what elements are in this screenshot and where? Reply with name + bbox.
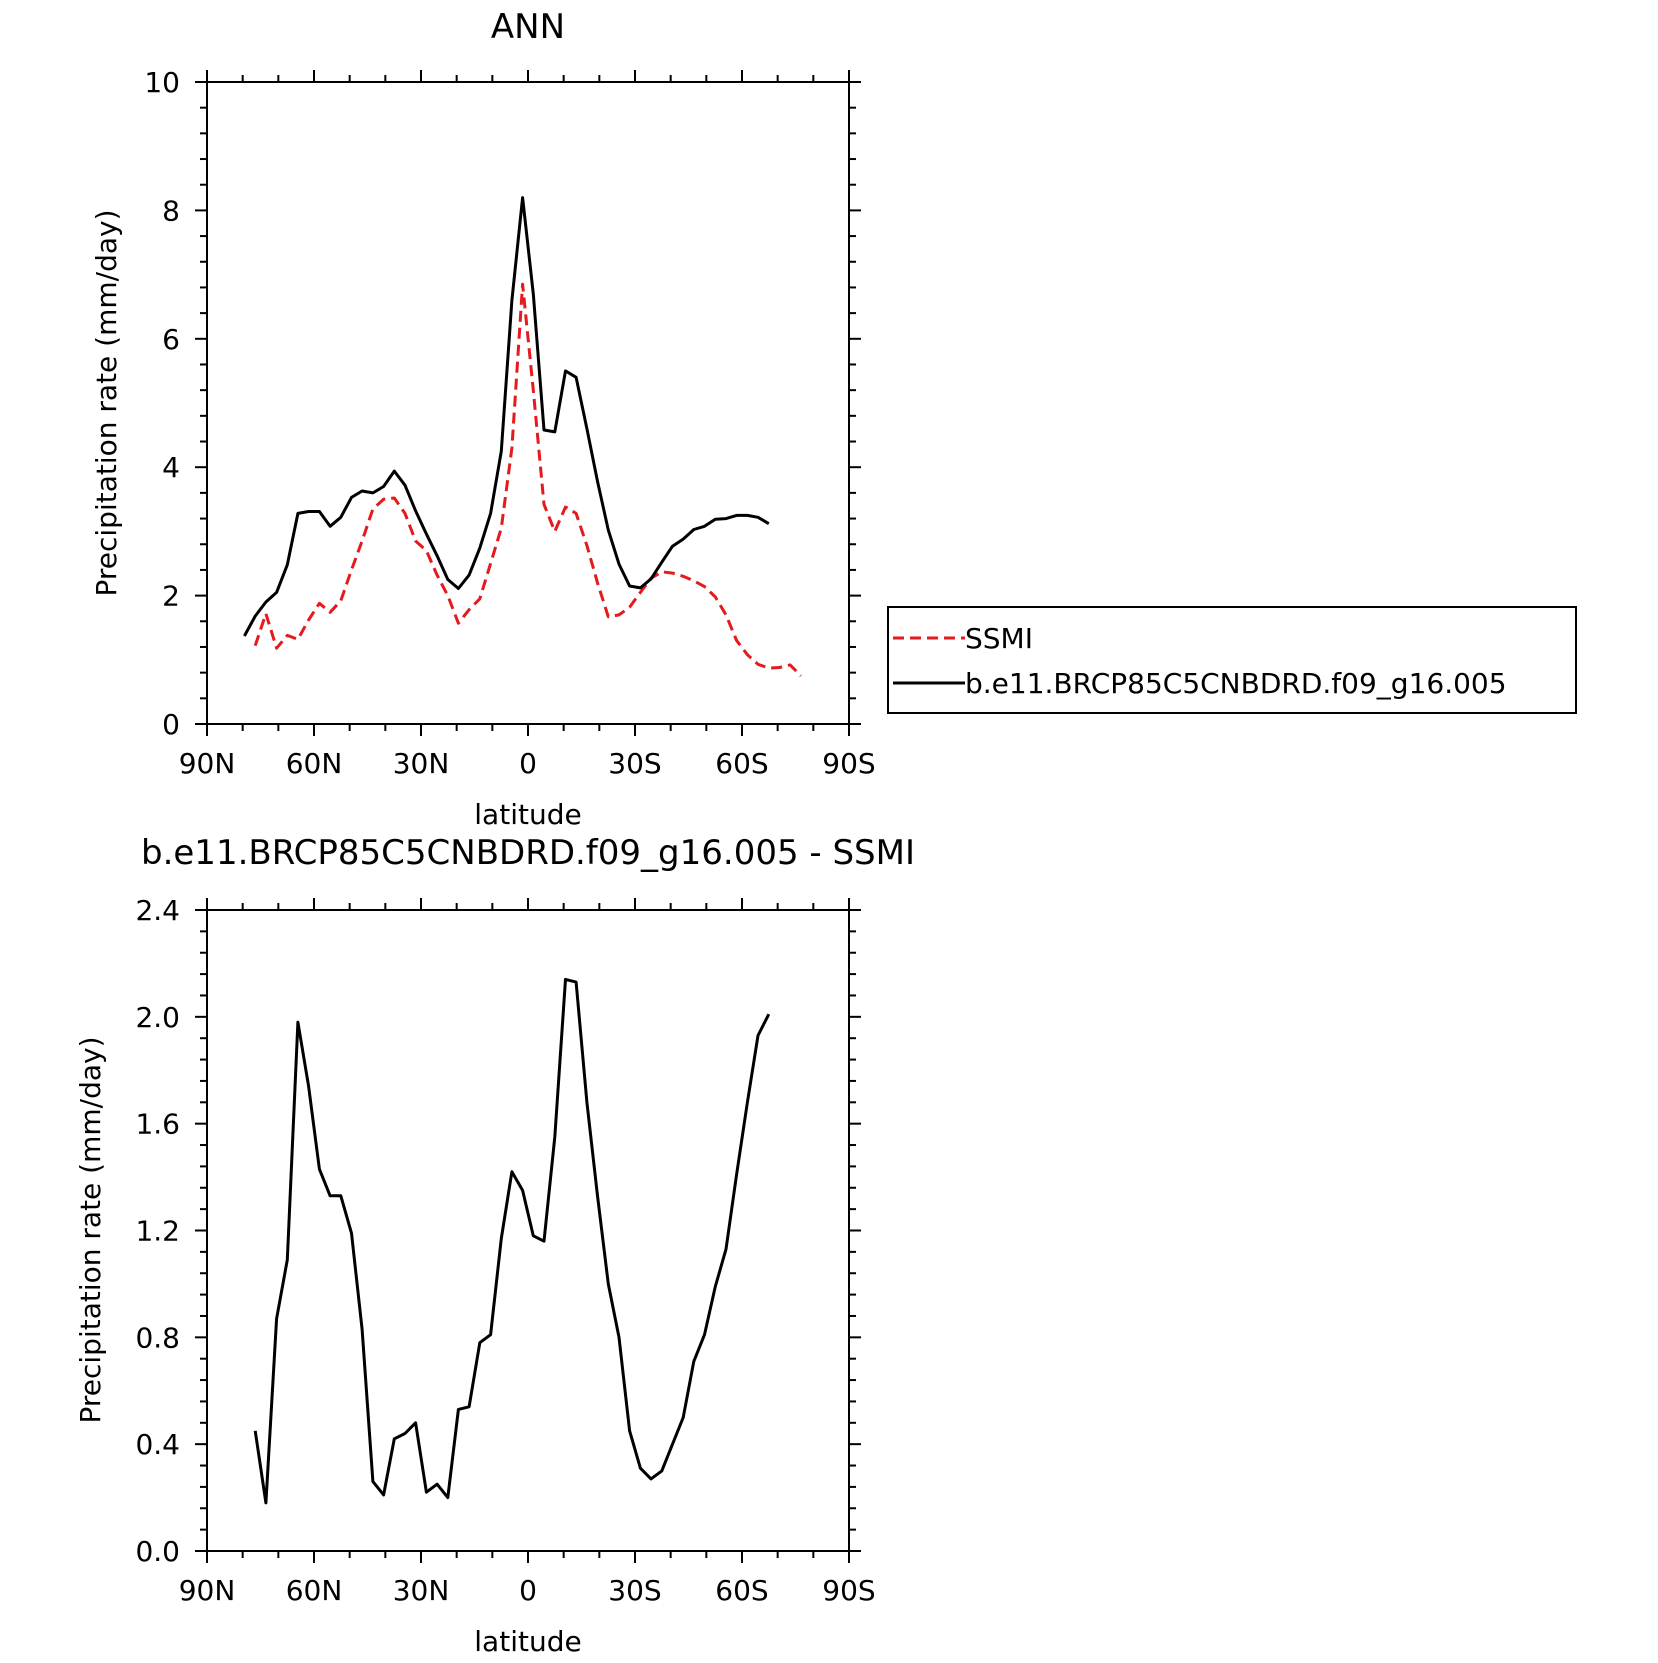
x-tick-label: 90S (822, 1574, 875, 1607)
x-tick-label: 60S (715, 1574, 768, 1607)
x-tick-label: 90N (179, 747, 236, 780)
x-tick-label: 30S (608, 1574, 661, 1607)
panel-bottom-frame (206, 909, 850, 1552)
panel-bottom-y-axis: 0.0 0.4 0.8 1.2 1.6 2.0 2.4 (135, 894, 861, 1568)
legend-box (887, 606, 1577, 714)
panel-bottom-title: b.e11.BRCP85C5CNBDRD.f09_g16.005 - SSMI (141, 833, 915, 873)
y-tick-label: 0 (162, 708, 180, 741)
y-tick-label: 1.2 (135, 1215, 180, 1248)
panel-bottom-x-axis-label: latitude (474, 1625, 581, 1658)
y-tick-label: 0.0 (135, 1535, 180, 1568)
series-line-model (243, 196, 770, 637)
series-line-ssmi (253, 282, 802, 677)
x-tick-label: 30N (393, 747, 450, 780)
y-tick-label: 0.4 (135, 1428, 180, 1461)
x-tick-label: 90S (822, 747, 875, 780)
x-tick-label: 0 (519, 1574, 537, 1607)
x-tick-label: 0 (519, 747, 537, 780)
x-tick-label: 90N (179, 1574, 236, 1607)
y-tick-label: 10 (144, 66, 180, 99)
panel-top: ANN 90N 60N 30N 0 30S 60S 90S 0 2 4 6 8 10 latitude… (90, 7, 876, 831)
panel-top-y-axis-label: Precipitation rate (mm/day) (90, 209, 123, 596)
y-tick-label: 8 (162, 194, 180, 227)
panel-bottom: b.e11.BRCP85C5CNBDRD.f09_g16.005 - SSMI … (74, 833, 915, 1658)
legend-label-ssmi: SSMI (965, 622, 1033, 655)
series-line-difference (253, 977, 771, 1505)
panel-top-title: ANN (491, 7, 565, 47)
x-tick-label: 60N (286, 1574, 343, 1607)
panel-top-x-axis: 90N 60N 30N 0 30S 60S 90S (179, 70, 876, 780)
x-tick-label: 30S (608, 747, 661, 780)
y-tick-label: 0.8 (135, 1321, 180, 1354)
panel-bottom-y-axis-label: Precipitation rate (mm/day) (74, 1036, 107, 1423)
x-tick-label: 30N (393, 1574, 450, 1607)
y-tick-label: 6 (162, 323, 180, 356)
panel-top-x-axis-label: latitude (474, 798, 581, 831)
y-tick-label: 4 (162, 451, 180, 484)
y-tick-label: 2 (162, 580, 180, 613)
panel-top-series (243, 196, 802, 677)
x-tick-label: 60N (286, 747, 343, 780)
y-tick-label: 1.6 (135, 1108, 180, 1141)
y-tick-label: 2.0 (135, 1001, 180, 1034)
legend: SSMI b.e11.BRCP85C5CNBDRD.f09_g16.005 (887, 606, 1577, 714)
panel-bottom-series (253, 977, 771, 1505)
panel-bottom-x-axis: 90N 60N 30N 0 30S 60S 90S (179, 898, 876, 1607)
y-tick-label: 2.4 (135, 894, 180, 927)
x-tick-label: 60S (715, 747, 768, 780)
legend-label-model: b.e11.BRCP85C5CNBDRD.f09_g16.005 (965, 667, 1507, 700)
panel-top-y-axis: 0 2 4 6 8 10 (144, 66, 861, 741)
